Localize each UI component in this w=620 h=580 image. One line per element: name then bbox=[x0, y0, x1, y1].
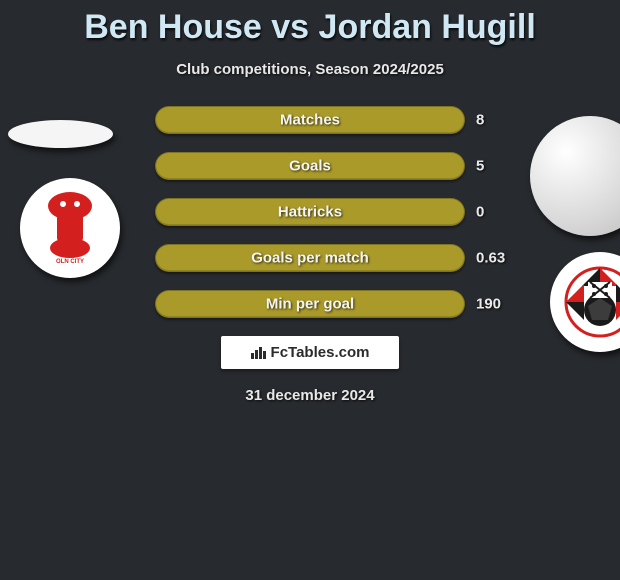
stat-value: 190 bbox=[476, 296, 501, 313]
crest-icon: OLN CITY bbox=[35, 188, 105, 268]
comparison-subtitle: Club competitions, Season 2024/2025 bbox=[0, 61, 620, 78]
date-text: 31 december 2024 bbox=[0, 387, 620, 404]
stat-value: 0 bbox=[476, 204, 484, 221]
svg-text:OLN CITY: OLN CITY bbox=[56, 259, 84, 265]
stat-row: Min per goal 190 bbox=[155, 290, 465, 318]
stat-label: Goals per match bbox=[156, 250, 464, 267]
stat-label: Min per goal bbox=[156, 296, 464, 313]
stat-row: Goals 5 bbox=[155, 152, 465, 180]
crest-icon bbox=[560, 262, 620, 342]
club-crest-left: OLN CITY bbox=[20, 178, 120, 278]
stat-row: Hattricks 0 bbox=[155, 198, 465, 226]
stat-value: 5 bbox=[476, 158, 484, 175]
player-avatar-left-top bbox=[8, 120, 113, 148]
comparison-title: Ben House vs Jordan Hugill bbox=[0, 0, 620, 47]
chart-icon bbox=[251, 345, 267, 359]
stat-row: Matches 8 bbox=[155, 106, 465, 134]
source-logo-text: FcTables.com bbox=[271, 344, 370, 361]
stat-value: 8 bbox=[476, 112, 484, 129]
stat-label: Hattricks bbox=[156, 204, 464, 221]
stat-row: Goals per match 0.63 bbox=[155, 244, 465, 272]
stat-label: Goals bbox=[156, 158, 464, 175]
stat-label: Matches bbox=[156, 112, 464, 129]
stat-value: 0.63 bbox=[476, 250, 505, 267]
source-logo: FcTables.com bbox=[221, 336, 400, 369]
source-logo-row: FcTables.com bbox=[0, 336, 620, 369]
